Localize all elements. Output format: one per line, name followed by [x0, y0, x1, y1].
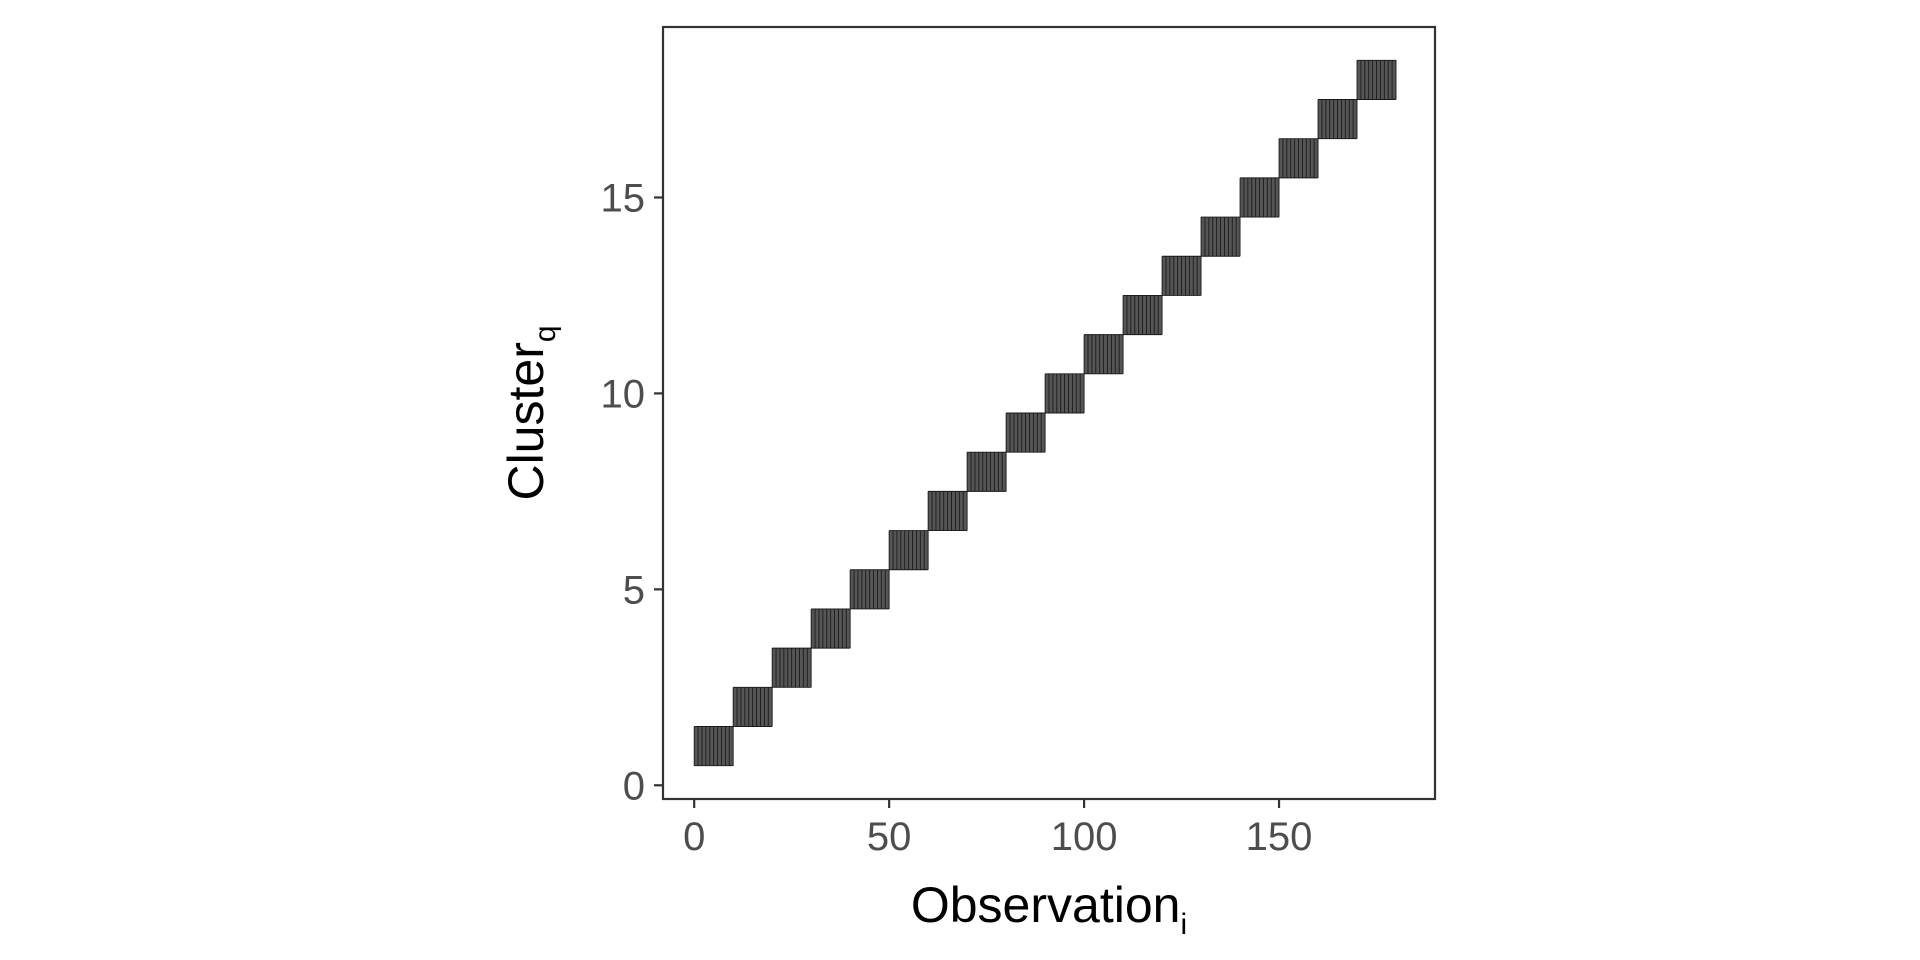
cluster-block: [1278, 138, 1319, 179]
cluster-block: [966, 451, 1007, 492]
cluster-block: [1200, 216, 1241, 257]
x-tick-label: 100: [1051, 815, 1118, 859]
cluster-block: [1044, 373, 1085, 414]
x-tick-label: 0: [683, 815, 705, 859]
cluster-block: [1083, 334, 1124, 375]
y-axis-ticks: 0 5 10 15: [601, 176, 663, 808]
y-axis-title: Clusterq: [498, 325, 562, 500]
cluster-block: [1356, 59, 1397, 100]
y-tick-label: 10: [601, 372, 646, 416]
cluster-block: [1161, 255, 1202, 296]
y-tick-label: 15: [601, 176, 646, 220]
panel-border: [661, 25, 1437, 801]
x-tick-label: 150: [1246, 815, 1313, 859]
x-axis-title: Observationi: [911, 877, 1187, 941]
data-blocks: [693, 59, 1397, 767]
y-tick-label: 5: [623, 568, 645, 612]
cluster-block: [810, 608, 851, 649]
cluster-block: [1122, 294, 1163, 336]
cluster-block: [1317, 99, 1358, 140]
x-axis-ticks: 0 50 100 150: [683, 799, 1312, 859]
y-tick-label: 0: [623, 764, 645, 808]
cluster-block: [1005, 412, 1046, 453]
y-axis-title-main: Cluster: [498, 342, 554, 500]
cluster-block: [888, 530, 929, 571]
cluster-block: [693, 726, 734, 767]
cluster-block: [849, 569, 890, 610]
x-tick-label: 50: [867, 815, 912, 859]
x-axis-title-main: Observation: [911, 877, 1181, 933]
cluster-block: [732, 686, 773, 727]
cluster-block: [1239, 177, 1280, 218]
cluster-block: [771, 647, 812, 688]
y-axis-title-sub: q: [529, 325, 562, 342]
cluster-block: [927, 490, 968, 532]
x-axis-title-sub: i: [1180, 908, 1187, 941]
